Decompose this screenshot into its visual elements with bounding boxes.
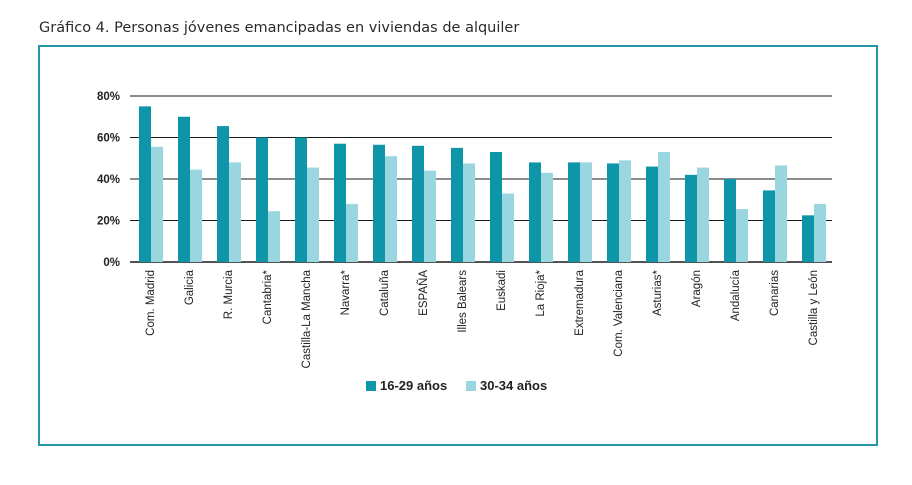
x-category-label: Euskadi bbox=[496, 270, 508, 311]
x-category-label: Navarra* bbox=[340, 269, 352, 315]
x-category-label: Extremadura bbox=[574, 269, 586, 335]
bar-series-2 bbox=[580, 162, 592, 262]
bar-series-1 bbox=[373, 144, 385, 262]
bar-series-1 bbox=[139, 106, 151, 262]
bar-series-1 bbox=[217, 126, 229, 263]
x-category-label: La Rioja* bbox=[535, 269, 547, 316]
bar-series-2 bbox=[463, 163, 475, 262]
bar-series-2 bbox=[697, 167, 709, 262]
bar-series-1 bbox=[529, 162, 541, 262]
x-category-label: Aragón bbox=[691, 270, 703, 307]
bar-series-1 bbox=[256, 137, 268, 262]
x-category-label: ESPAÑA bbox=[417, 270, 430, 316]
y-tick-label: 0% bbox=[103, 257, 120, 269]
legend-label: 30-34 años bbox=[480, 378, 547, 393]
x-category-label: Asturias* bbox=[652, 269, 664, 316]
x-category-label: Castilla y León bbox=[808, 270, 820, 345]
legend-swatch bbox=[366, 381, 376, 391]
bar-series-1 bbox=[685, 174, 697, 262]
bar-series-1 bbox=[490, 152, 502, 262]
bar-series-1 bbox=[607, 163, 619, 262]
x-category-label: R. Murcia bbox=[223, 269, 235, 319]
legend: 16-29 años 30-34 años bbox=[366, 378, 547, 393]
bar-series-2 bbox=[307, 167, 319, 262]
bar-series-2 bbox=[229, 162, 241, 262]
y-tick-label: 80% bbox=[97, 91, 120, 103]
bars bbox=[139, 106, 826, 263]
bar-series-2 bbox=[502, 193, 514, 262]
x-category-label: Cataluña bbox=[379, 269, 391, 316]
chart-frame bbox=[38, 45, 878, 446]
bar-series-2 bbox=[814, 203, 826, 262]
bar-series-1 bbox=[763, 190, 775, 262]
bar-series-1 bbox=[178, 116, 190, 262]
y-tick-label: 40% bbox=[97, 174, 120, 186]
bar-series-2 bbox=[151, 146, 163, 262]
bar-series-2 bbox=[346, 203, 358, 262]
y-tick-label: 60% bbox=[97, 133, 120, 145]
x-axis-categories: Com. Madrid Galicia R. Murcia Cantabria* Cas… bbox=[145, 269, 820, 368]
bar-series-1 bbox=[451, 147, 463, 262]
x-category-label: Com. Madrid bbox=[145, 270, 157, 336]
bar-series-1 bbox=[646, 166, 658, 262]
legend-label: 16-29 años bbox=[380, 378, 447, 393]
x-category-label: Castilla-La Mancha bbox=[301, 269, 313, 368]
bar-series-2 bbox=[190, 169, 202, 262]
bar-series-2 bbox=[658, 152, 670, 262]
x-category-label: Cantabria* bbox=[262, 269, 274, 324]
bar-series-2 bbox=[385, 156, 397, 262]
bar-series-2 bbox=[619, 160, 631, 262]
x-category-label: Canarias bbox=[769, 270, 781, 316]
bar-series-1 bbox=[568, 162, 580, 262]
bar-series-2 bbox=[424, 170, 436, 262]
x-category-label: Andalucía bbox=[730, 269, 742, 321]
bar-series-2 bbox=[736, 209, 748, 262]
chart-heading: Gráfico 4. Personas jóvenes emancipadas … bbox=[39, 20, 520, 36]
bar-series-1 bbox=[724, 179, 736, 262]
y-axis-ticks: 0% 20% 40% 60% 80% bbox=[97, 91, 120, 269]
x-category-label: Com. Valenciana bbox=[613, 269, 625, 356]
legend-swatch bbox=[466, 381, 476, 391]
gridlines bbox=[130, 95, 832, 263]
bar-series-1 bbox=[334, 143, 346, 262]
x-category-label: Galicia bbox=[184, 269, 196, 305]
bar-series-1 bbox=[412, 145, 424, 262]
bar-series-1 bbox=[802, 215, 814, 262]
bar-series-1 bbox=[295, 137, 307, 262]
x-category-label: Illes Balears bbox=[457, 270, 469, 333]
bar-series-2 bbox=[268, 211, 280, 262]
y-tick-label: 20% bbox=[97, 216, 120, 228]
bar-series-2 bbox=[541, 172, 553, 262]
bar-series-2 bbox=[775, 165, 787, 262]
